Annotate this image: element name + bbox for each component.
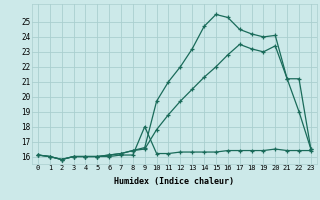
X-axis label: Humidex (Indice chaleur): Humidex (Indice chaleur) bbox=[115, 177, 234, 186]
